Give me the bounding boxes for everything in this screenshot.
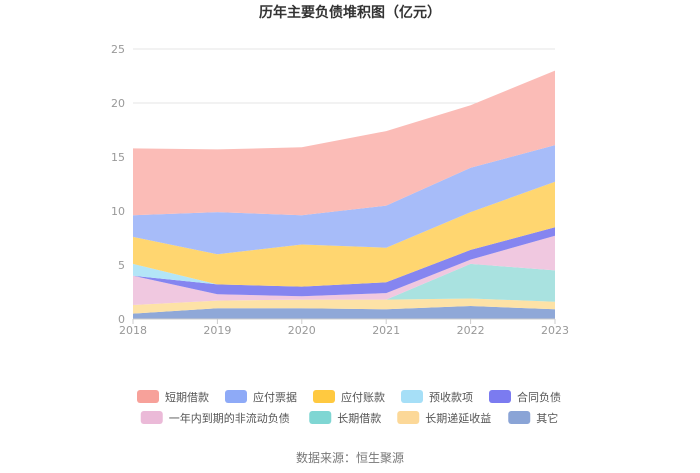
y-tick-label: 25 bbox=[111, 43, 125, 56]
legend-label: 长期递延收益 bbox=[425, 411, 491, 425]
legend-item[interactable]: 长期递延收益 bbox=[397, 411, 491, 425]
x-tick-label: 2021 bbox=[372, 324, 400, 337]
area-2 bbox=[133, 263, 555, 305]
legend-label: 一年内到期的非流动负债 bbox=[169, 411, 290, 425]
legend-label: 预收款项 bbox=[429, 390, 473, 404]
legend-swatch bbox=[401, 390, 423, 403]
y-tick-label: 5 bbox=[118, 259, 125, 272]
area-3 bbox=[133, 235, 555, 305]
source-note: 数据来源：恒生聚源 bbox=[296, 450, 404, 465]
chart-title: 历年主要负债堆积图（亿元） bbox=[259, 4, 441, 21]
legend-item[interactable]: 其它 bbox=[508, 411, 558, 425]
legend-label: 短期借款 bbox=[165, 390, 209, 404]
x-tick-label: 2020 bbox=[288, 324, 316, 337]
area-series bbox=[133, 70, 555, 319]
legend-item[interactable]: 短期借款 bbox=[137, 390, 209, 404]
area-1 bbox=[133, 298, 555, 314]
area-6 bbox=[133, 181, 555, 287]
legend-item[interactable]: 应付票据 bbox=[225, 390, 297, 404]
area-8 bbox=[133, 70, 555, 216]
y-tick-label: 15 bbox=[111, 151, 125, 164]
y-tick-label: 10 bbox=[111, 205, 125, 218]
legend-label: 合同负债 bbox=[517, 390, 561, 404]
legend-swatch bbox=[137, 390, 159, 403]
legend-label: 应付票据 bbox=[253, 390, 297, 404]
area-0 bbox=[133, 306, 555, 319]
legend-label: 应付账款 bbox=[341, 390, 385, 404]
legend-label: 长期借款 bbox=[337, 411, 381, 425]
legend-swatch bbox=[309, 411, 332, 424]
legend-label: 其它 bbox=[536, 411, 558, 425]
legend-item[interactable]: 应付账款 bbox=[313, 390, 385, 404]
x-tick-label: 2018 bbox=[119, 324, 147, 337]
area-7 bbox=[133, 145, 555, 255]
y-tick-label: 20 bbox=[111, 97, 125, 110]
legend-swatch bbox=[140, 411, 163, 424]
legend-item[interactable]: 预收款项 bbox=[401, 390, 473, 404]
y-tick-label: 0 bbox=[118, 313, 125, 326]
legend-item[interactable]: 一年内到期的非流动负债 bbox=[140, 411, 290, 425]
legend-item[interactable]: 长期借款 bbox=[309, 411, 381, 425]
legend-swatch bbox=[397, 411, 420, 424]
x-tick-label: 2019 bbox=[203, 324, 231, 337]
legend-swatch bbox=[489, 390, 511, 403]
legend-swatch bbox=[508, 411, 531, 424]
x-axis: 2018 2019 2020 2021 2022 2023 bbox=[119, 318, 569, 337]
legend-swatch bbox=[313, 390, 335, 403]
y-axis: 0 5 10 15 20 25 bbox=[111, 43, 125, 326]
legend-item[interactable]: 合同负债 bbox=[489, 390, 561, 404]
x-tick-label: 2023 bbox=[541, 324, 569, 337]
legend-swatch bbox=[225, 390, 247, 403]
x-tick-label: 2022 bbox=[457, 324, 485, 337]
